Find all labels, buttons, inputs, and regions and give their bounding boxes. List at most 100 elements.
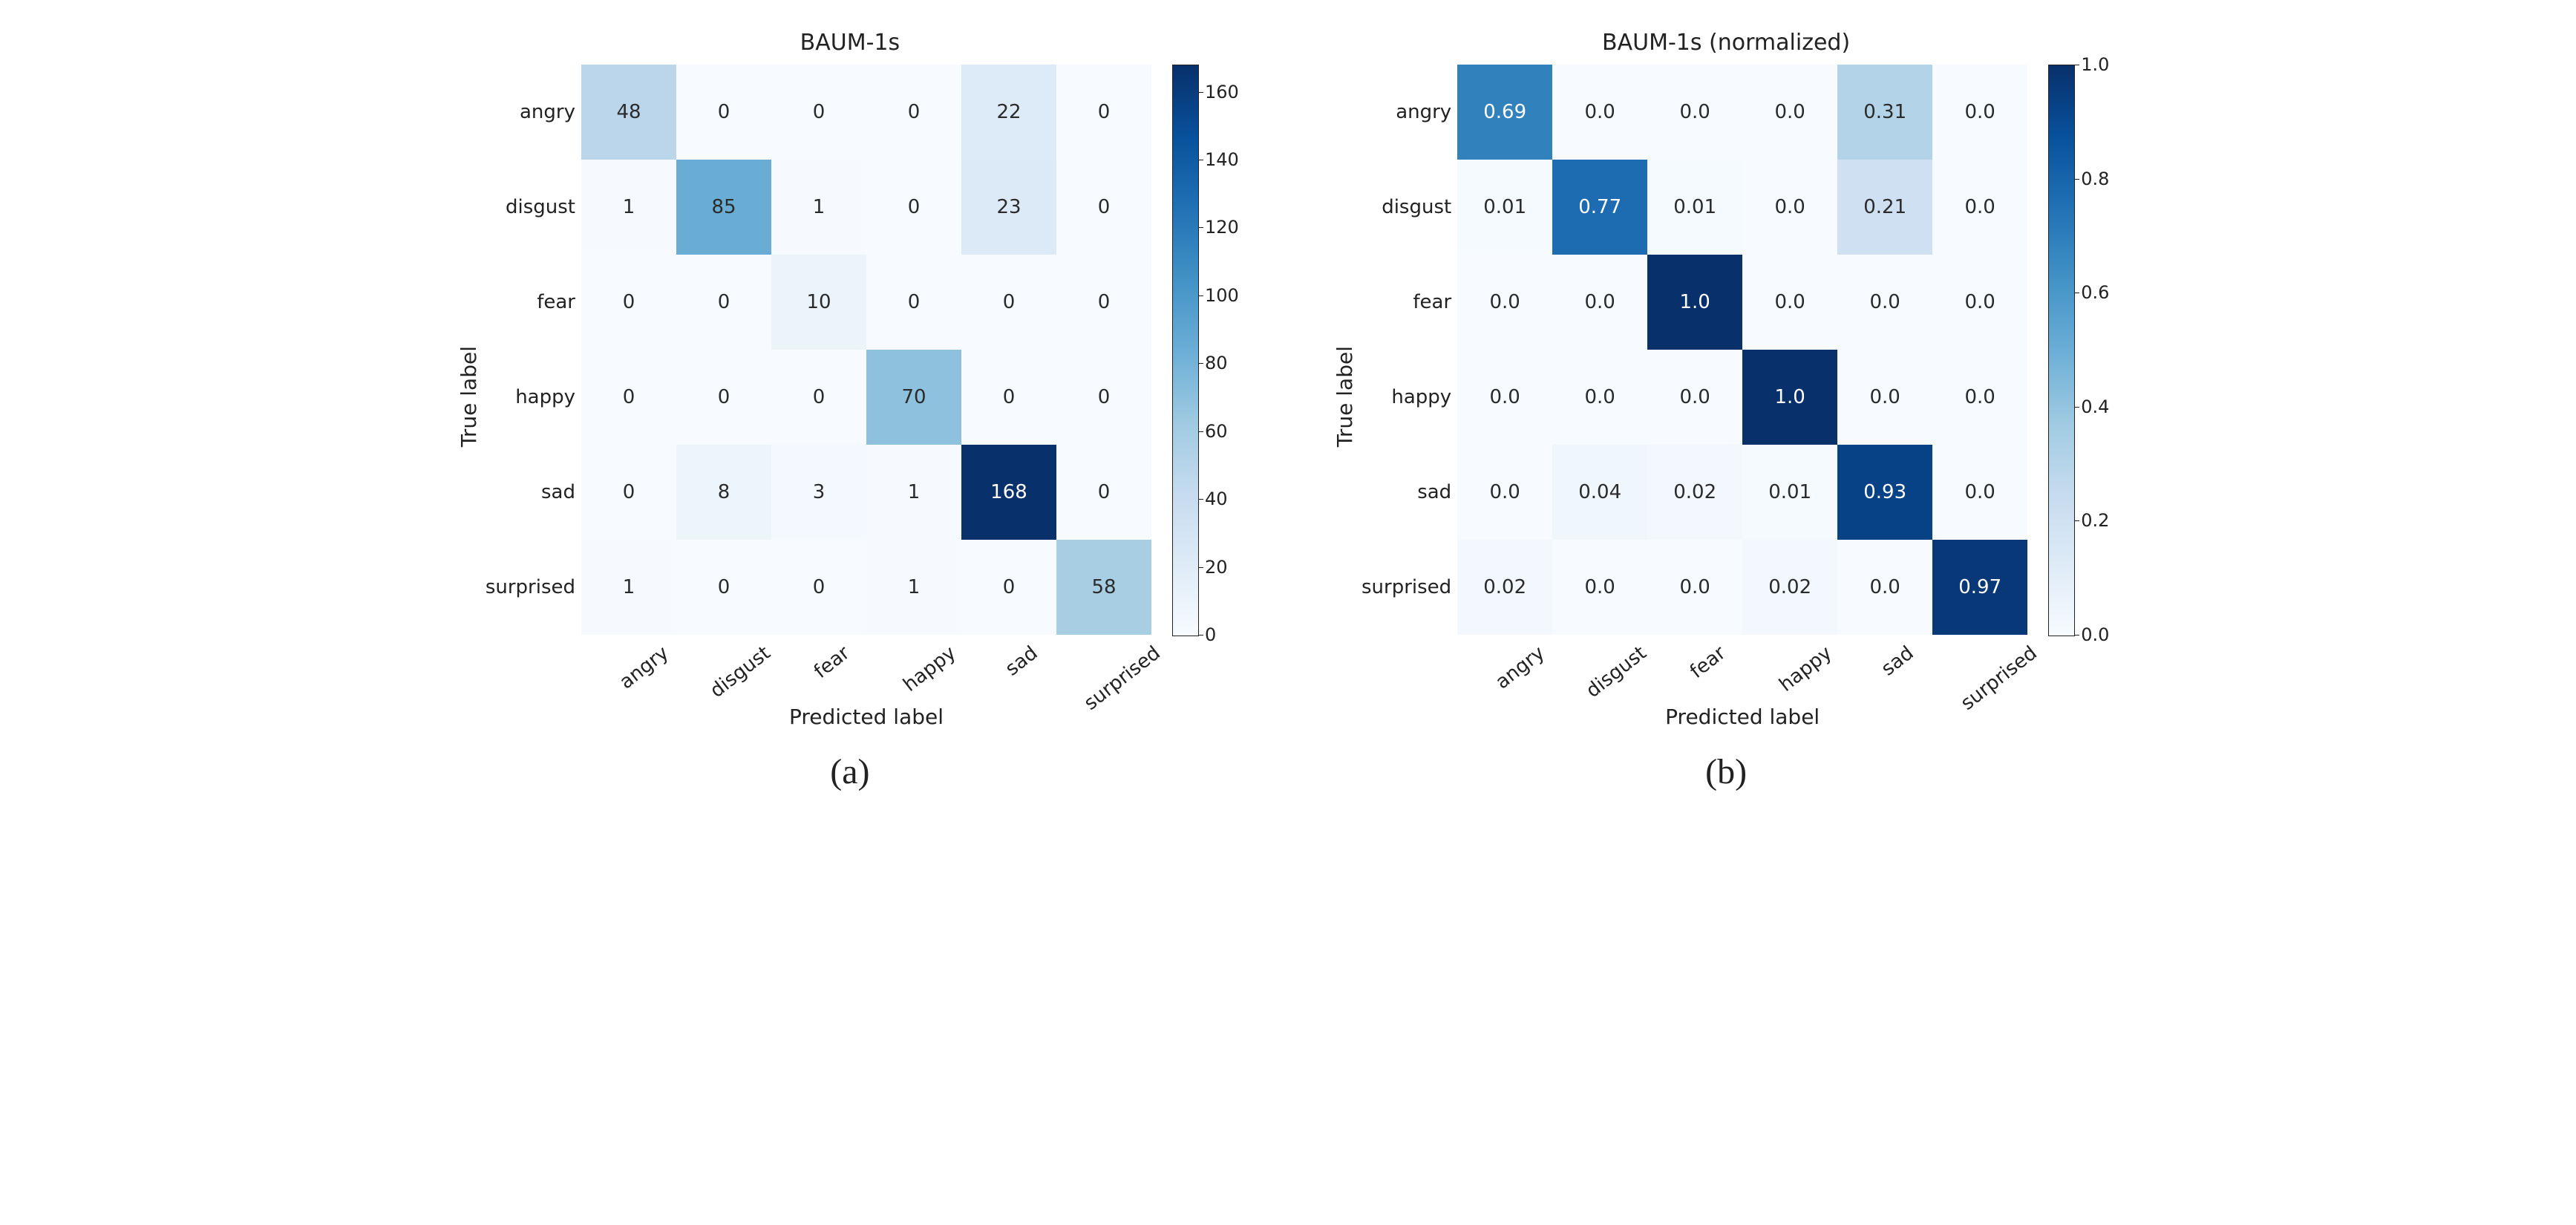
- heat-cell: 0: [1056, 350, 1151, 445]
- heat-cell: 0.01: [1647, 160, 1742, 255]
- heat-cell: 0.0: [1932, 255, 2027, 350]
- xticks-raw: angrydisgustfearhappysadsurprised: [581, 639, 1151, 662]
- heat-cell: 0: [771, 350, 866, 445]
- cbar-tick-label: 0.8: [2081, 169, 2109, 189]
- heat-cell: 0.02: [1647, 445, 1742, 540]
- cbar-tick-label: 40: [1205, 489, 1228, 509]
- heat-cell: 0: [676, 255, 771, 350]
- heat-cell: 0.0: [1742, 255, 1837, 350]
- xtick-label: angry: [612, 644, 670, 696]
- ytick-label: happy: [486, 350, 575, 445]
- heat-cell: 0.0: [1552, 65, 1647, 160]
- ylabel-wrap: True label: [1333, 65, 1357, 729]
- heat-cell: 0: [961, 540, 1056, 635]
- xtick-label: fear: [808, 644, 851, 685]
- heat-cell: 70: [866, 350, 961, 445]
- heat-cell: 0.93: [1837, 445, 1932, 540]
- subfig-label-norm: (b): [1705, 751, 1747, 792]
- heat-cell: 0: [676, 350, 771, 445]
- heat-cell: 0: [771, 65, 866, 160]
- heat-cell: 23: [961, 160, 1056, 255]
- heat-cell: 85: [676, 160, 771, 255]
- cbar-tick-label: 0.2: [2081, 510, 2109, 531]
- heat-cell: 1.0: [1647, 255, 1742, 350]
- cbar-tick-label: 20: [1205, 557, 1228, 578]
- ytick-label: surprised: [1361, 540, 1451, 635]
- ytick-label: fear: [1361, 255, 1451, 350]
- heat-cell: 0: [676, 65, 771, 160]
- ytick-label: fear: [486, 255, 575, 350]
- cbar-ticks-norm: 0.00.20.40.60.81.0: [2075, 65, 2119, 635]
- ylabel-norm: True label: [1333, 346, 1357, 447]
- heat-cell: 0: [581, 350, 676, 445]
- heat-cell: 0.21: [1837, 160, 1932, 255]
- cbar-ticks-raw: 020406080100120140160: [1199, 65, 1243, 635]
- heatmap-block-raw: True label angrydisgustfearhappysadsurpr…: [457, 65, 1243, 729]
- heat-cell: 0: [676, 540, 771, 635]
- heat-cell: 0: [1056, 445, 1151, 540]
- heat-cell: 0: [1056, 255, 1151, 350]
- heat-cell: 0.0: [1647, 540, 1742, 635]
- heat-cell: 0.02: [1742, 540, 1837, 635]
- heat-cell: 0.02: [1457, 540, 1552, 635]
- heat-cell: 0.0: [1742, 160, 1837, 255]
- heat-cell: 0: [961, 350, 1056, 445]
- xlabel-raw: Predicted label: [581, 705, 1151, 729]
- heat-cell: 0: [581, 445, 676, 540]
- ytick-label: sad: [486, 445, 575, 540]
- ytick-label: surprised: [486, 540, 575, 635]
- xtick-label: happy: [897, 644, 958, 698]
- heat-cell: 0.0: [1837, 255, 1932, 350]
- cbar-tick-label: 100: [1205, 285, 1239, 306]
- yticks-norm: angrydisgustfearhappysadsurprised: [1361, 65, 1451, 635]
- heat-cell: 0: [1056, 65, 1151, 160]
- panel-raw: BAUM-1s True label angrydisgustfearhappy…: [457, 30, 1243, 792]
- cbar-tick-label: 120: [1205, 217, 1239, 238]
- panel-norm: BAUM-1s (normalized) True label angrydis…: [1333, 30, 2119, 792]
- subfig-label-raw: (a): [830, 751, 869, 792]
- heat-cell: 0.0: [1552, 350, 1647, 445]
- heat-cell: 0.01: [1457, 160, 1552, 255]
- panel-title-raw: BAUM-1s: [800, 30, 900, 56]
- heat-cell: 0.0: [1837, 350, 1932, 445]
- heat-cell: 0: [866, 160, 961, 255]
- xtick-label: angry: [1489, 644, 1547, 696]
- heat-cell: 0.77: [1552, 160, 1647, 255]
- cbar-tick-label: 60: [1205, 421, 1228, 442]
- heat-cell: 0.97: [1932, 540, 2027, 635]
- heat-cell: 1: [581, 540, 676, 635]
- xtick-label: sad: [1875, 644, 1916, 682]
- heat-cell: 0.04: [1552, 445, 1647, 540]
- heat-grid-norm: 0.690.00.00.00.310.00.010.770.010.00.210…: [1457, 65, 2027, 635]
- ylabel-wrap: True label: [457, 65, 481, 729]
- ytick-label: disgust: [1361, 160, 1451, 255]
- cbar-tick-label: 0: [1205, 624, 1216, 645]
- heat-cell: 1.0: [1742, 350, 1837, 445]
- heat-cell: 0.69: [1457, 65, 1552, 160]
- cbar-tick-label: 1.0: [2081, 54, 2109, 75]
- heat-cell: 22: [961, 65, 1056, 160]
- heat-cell: 10: [771, 255, 866, 350]
- xtick-label: fear: [1684, 644, 1727, 685]
- cbar-tick-label: 0.0: [2081, 624, 2109, 645]
- ytick-label: disgust: [486, 160, 575, 255]
- xtick-label: disgust: [1580, 644, 1649, 705]
- xticks-norm: angrydisgustfearhappysadsurprised: [1457, 639, 2027, 662]
- heat-cell: 0.0: [1457, 445, 1552, 540]
- xlabel-norm: Predicted label: [1457, 705, 2027, 729]
- heat-cell: 58: [1056, 540, 1151, 635]
- heat-cell: 0.0: [1647, 65, 1742, 160]
- heat-cell: 1: [866, 445, 961, 540]
- heat-cell: 0.01: [1742, 445, 1837, 540]
- heat-cell: 0.0: [1932, 65, 2027, 160]
- heat-cell: 1: [866, 540, 961, 635]
- heat-cell: 0.0: [1457, 350, 1552, 445]
- heat-cell: 0: [866, 65, 961, 160]
- heatmap-block-norm: True label angrydisgustfearhappysadsurpr…: [1333, 65, 2119, 729]
- colorbar-wrap-norm: 0.00.20.40.60.81.0: [2048, 65, 2119, 729]
- heat-cell: 0.0: [1837, 540, 1932, 635]
- heat-cell: 168: [961, 445, 1056, 540]
- cbar-tick-label: 0.6: [2081, 282, 2109, 303]
- heat-cell: 0.0: [1457, 255, 1552, 350]
- cbar-tick-label: 140: [1205, 149, 1239, 170]
